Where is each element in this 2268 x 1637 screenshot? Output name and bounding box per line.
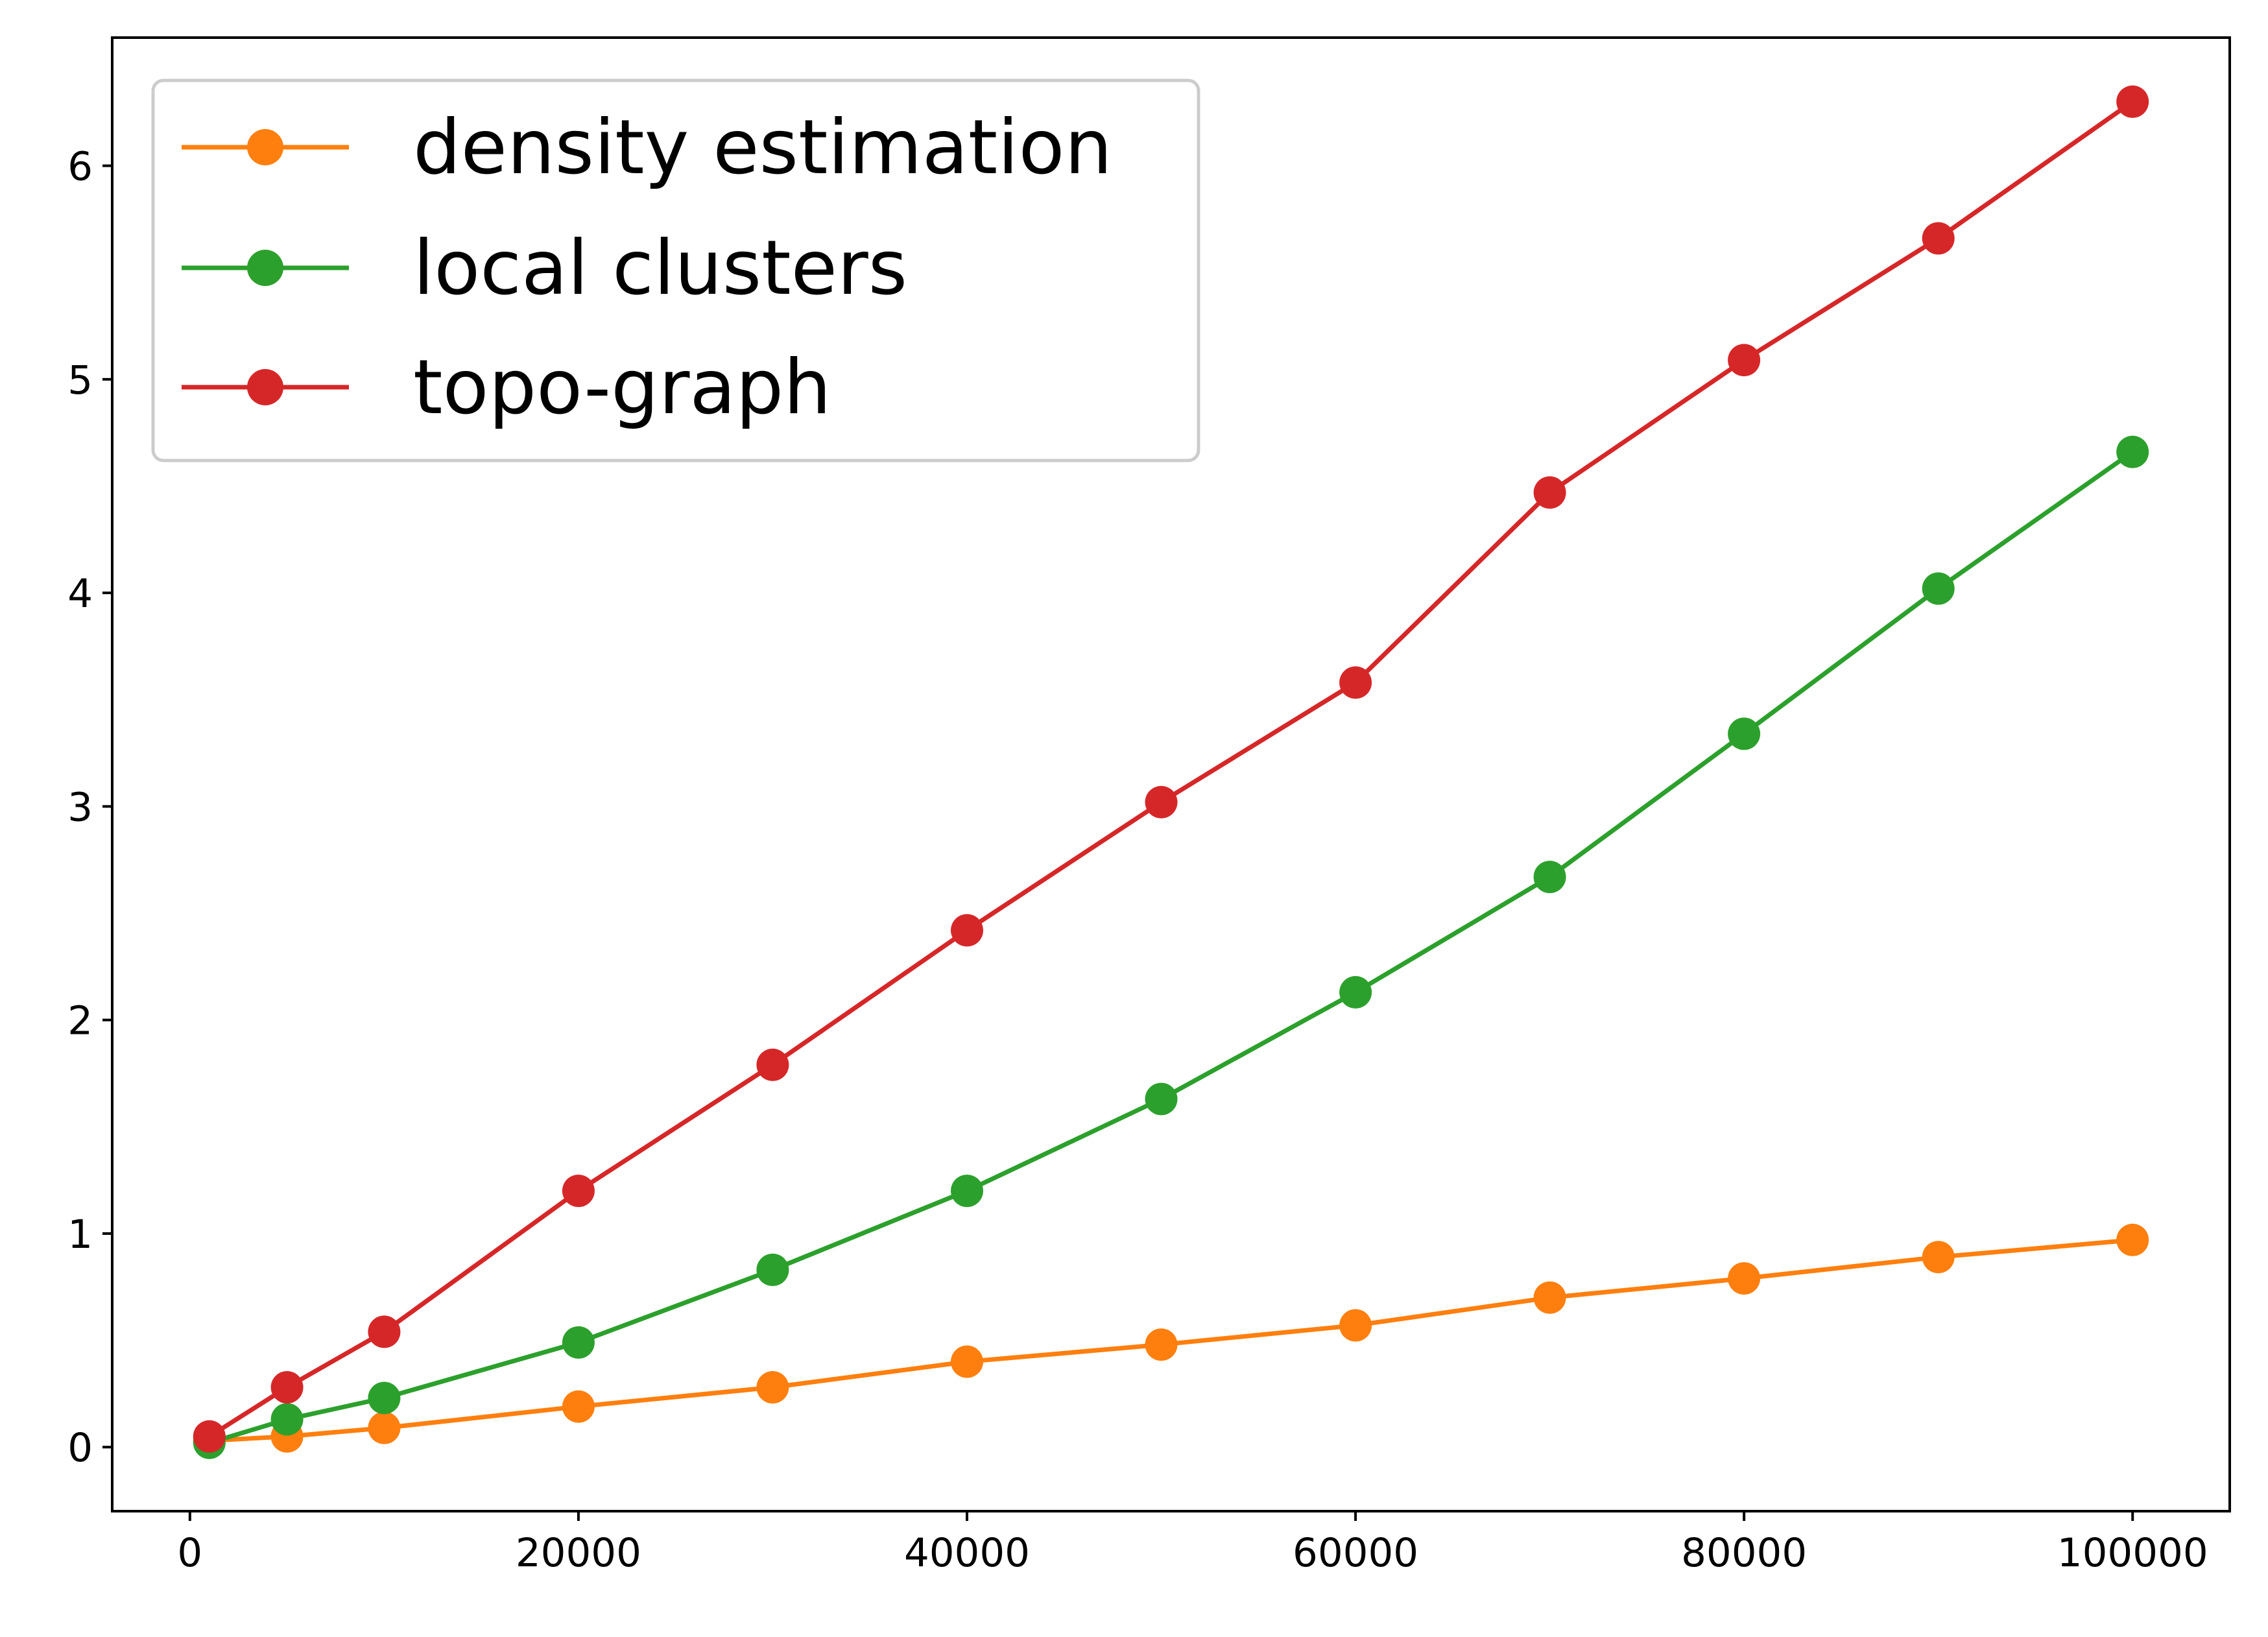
data-point (562, 1175, 595, 1208)
y-tick-label: 5 (67, 357, 93, 403)
y-tick-label: 6 (67, 144, 93, 190)
data-point (1533, 476, 1566, 509)
data-point (1922, 572, 1955, 605)
data-point (368, 1411, 401, 1444)
x-tick-label: 0 (177, 1530, 202, 1576)
data-point (2116, 1223, 2149, 1256)
data-point (1145, 1328, 1178, 1361)
legend-marker (247, 250, 283, 286)
data-point (1339, 1309, 1372, 1342)
legend-label: local clusters (413, 224, 907, 312)
data-point (756, 1371, 789, 1404)
data-point (1728, 717, 1761, 750)
data-point (1533, 861, 1566, 894)
x-axis: 0 20000 40000 60000 80000 100000 (177, 1511, 2208, 1576)
legend-label: topo-graph (413, 344, 831, 431)
legend-marker (247, 129, 283, 165)
data-point (368, 1381, 401, 1415)
data-point (951, 1345, 983, 1378)
data-point (1145, 785, 1178, 818)
data-point (270, 1403, 304, 1436)
plot-area (193, 85, 2149, 1459)
data-point (756, 1253, 789, 1286)
y-tick-label: 4 (67, 571, 93, 617)
data-point (1145, 1082, 1178, 1116)
x-tick-label: 80000 (1681, 1530, 1807, 1576)
data-point (2116, 85, 2149, 118)
data-point (1339, 666, 1372, 699)
x-tick-label: 40000 (904, 1530, 1030, 1576)
data-point (368, 1315, 401, 1348)
y-tick-label: 3 (67, 784, 93, 830)
x-tick-label: 20000 (516, 1530, 641, 1576)
data-point (1339, 975, 1372, 1009)
series-line-2 (206, 98, 2136, 1440)
y-tick-label: 0 (67, 1425, 93, 1471)
data-point (1728, 344, 1761, 377)
data-point (951, 1175, 983, 1208)
y-axis: 0 1 2 3 4 5 6 (67, 144, 112, 1471)
data-point (951, 914, 983, 947)
data-point (1728, 1262, 1761, 1295)
data-point (1922, 222, 1955, 255)
legend-label: density estimation (413, 104, 1112, 191)
legend-box (151, 78, 1200, 462)
data-point (756, 1048, 789, 1081)
y-tick-label: 1 (67, 1212, 93, 1258)
x-tick-label: 100000 (2057, 1530, 2208, 1576)
y-tick-label: 2 (67, 998, 93, 1044)
data-point (270, 1371, 304, 1404)
legend-marker (247, 369, 283, 405)
data-point (2116, 435, 2149, 468)
axes-frame (111, 36, 2231, 1512)
series-line-1 (206, 448, 2136, 1446)
data-point (1922, 1241, 1955, 1274)
data-point (562, 1390, 595, 1423)
series-line-0 (207, 1237, 2135, 1443)
x-tick-label: 60000 (1293, 1530, 1418, 1576)
data-point (1533, 1281, 1566, 1314)
data-point (562, 1326, 595, 1359)
data-point (193, 1420, 226, 1453)
legend: density estimation local clusters topo-gra… (151, 78, 1200, 462)
